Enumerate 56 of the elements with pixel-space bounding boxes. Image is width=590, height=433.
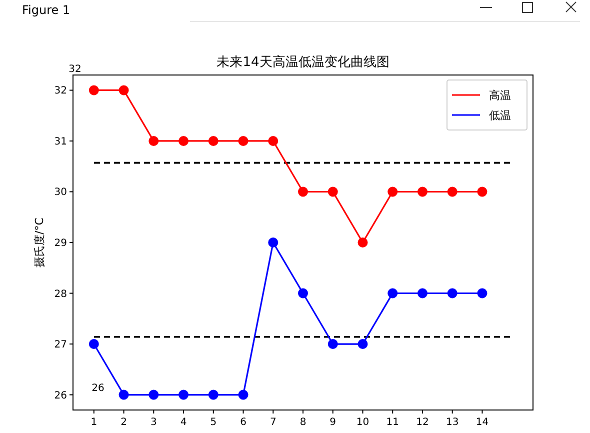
point [208, 390, 218, 400]
x-tick-label: 3 [150, 417, 157, 428]
x-tick-label: 13 [446, 417, 459, 428]
point [118, 390, 129, 400]
point [238, 136, 248, 146]
x-tick-label: 1 [90, 417, 98, 428]
caption: Figure 1 [22, 3, 70, 17]
x-tick-label: 7 [270, 417, 276, 428]
point [328, 186, 338, 197]
y-tick-label: 27 [54, 340, 67, 351]
point [298, 186, 308, 197]
legend-label: 低温 [489, 108, 511, 122]
point [178, 390, 189, 400]
x-tick-label: 12 [416, 417, 429, 428]
point [358, 339, 368, 350]
annotation: 26 [92, 383, 104, 394]
y-tick-label: 32 [54, 86, 67, 97]
x-tick-label: 14 [476, 417, 489, 428]
point [268, 238, 278, 248]
point [148, 390, 159, 400]
x-tick-label: 8 [300, 417, 306, 428]
point [238, 390, 248, 400]
x-tick-label: 10 [356, 417, 370, 428]
annotation: 32 [68, 64, 82, 75]
point [388, 186, 398, 197]
x-tick-label: 4 [180, 417, 187, 428]
point [178, 136, 189, 146]
point [447, 288, 458, 298]
point [358, 238, 368, 248]
point [388, 288, 398, 298]
point [148, 136, 159, 146]
y-tick-label: 30 [54, 187, 67, 198]
y-tick-label: 31 [54, 136, 67, 148]
point [328, 339, 338, 350]
point [268, 136, 278, 146]
point [208, 136, 218, 146]
point [88, 339, 99, 350]
x-tick-label: 9 [330, 417, 336, 428]
legend-label: 高温 [489, 88, 511, 102]
x-tick-label: 11 [386, 417, 399, 428]
point [477, 288, 488, 298]
point [447, 186, 458, 197]
point [417, 186, 428, 197]
x-tick-label: 2 [120, 417, 127, 428]
point [417, 288, 428, 298]
x-tick-label: 6 [240, 417, 246, 428]
y-axis-title: 摄氏度/°C [33, 217, 46, 268]
y-tick-label: 29 [54, 238, 67, 249]
x-tick-label: 5 [210, 417, 217, 428]
point [118, 85, 129, 96]
point [298, 288, 308, 298]
point [88, 85, 99, 96]
point [477, 186, 488, 197]
chart-title: 未来14天高温低温变化曲线图 [216, 54, 390, 70]
y-tick-label: 28 [54, 288, 67, 300]
y-tick-label: 26 [54, 390, 67, 402]
